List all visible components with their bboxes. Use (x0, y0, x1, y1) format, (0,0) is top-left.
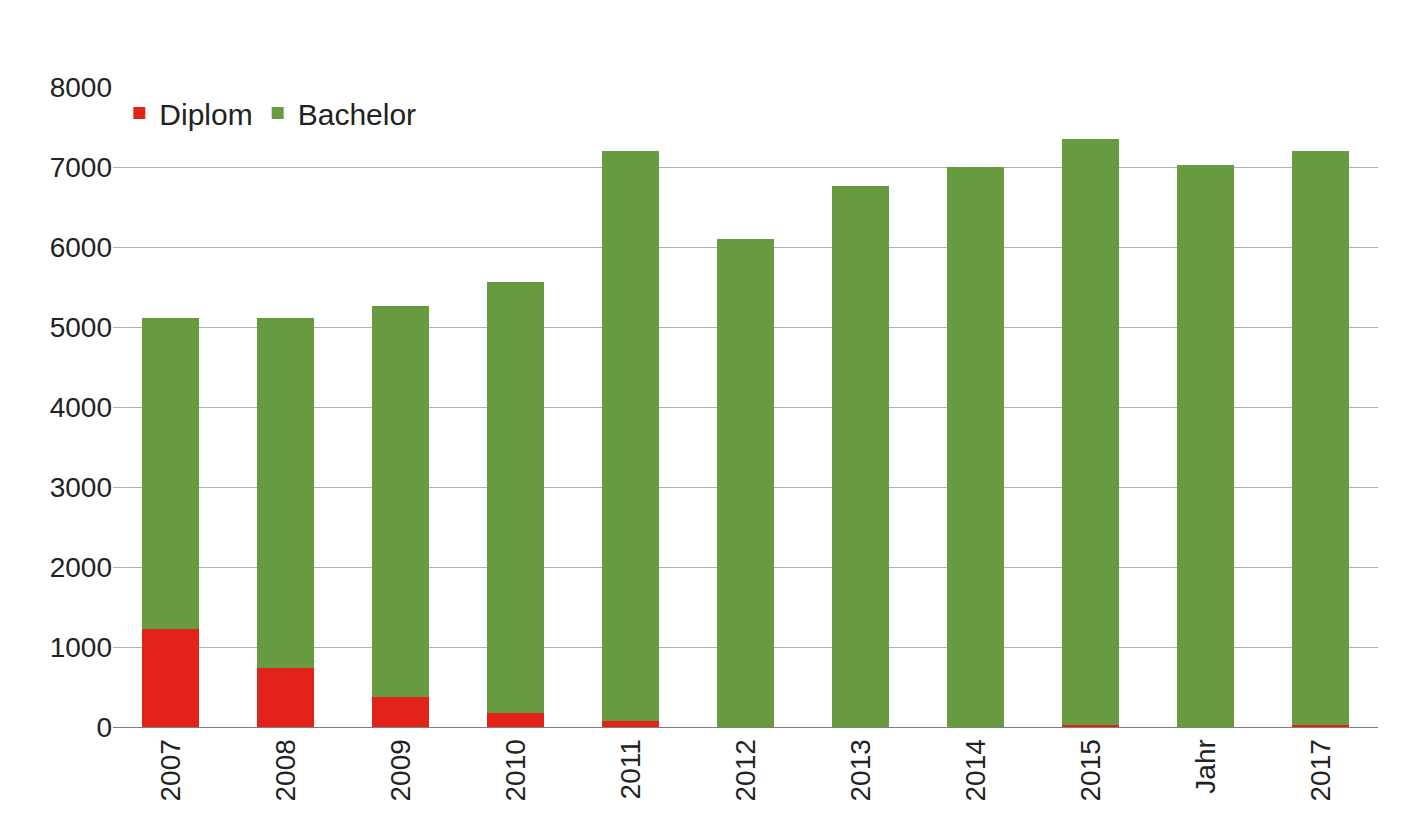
svg-text:2011: 2011 (615, 739, 646, 799)
svg-text:2014: 2014 (960, 739, 991, 801)
svg-text:2000: 2000 (50, 552, 112, 583)
svg-text:Bachelor: Bachelor (298, 98, 416, 131)
svg-text:2017: 2017 (1305, 739, 1336, 801)
svg-text:2009: 2009 (385, 739, 416, 801)
svg-text:3000: 3000 (50, 472, 112, 503)
svg-text:7000: 7000 (50, 152, 112, 183)
svg-text:8000: 8000 (50, 72, 112, 103)
svg-text:2012: 2012 (730, 739, 761, 801)
svg-text:2015: 2015 (1075, 739, 1106, 801)
svg-text:1000: 1000 (50, 632, 112, 663)
svg-text:4000: 4000 (50, 392, 112, 423)
svg-text:0: 0 (96, 712, 112, 743)
svg-text:2010: 2010 (500, 739, 531, 801)
svg-text:6000: 6000 (50, 232, 112, 263)
svg-text:5000: 5000 (50, 312, 112, 343)
svg-text:Jahr: Jahr (1190, 739, 1221, 793)
svg-text:2007: 2007 (155, 739, 186, 801)
svg-text:Diplom: Diplom (159, 98, 252, 131)
svg-text:2013: 2013 (845, 739, 876, 801)
svg-text:2008: 2008 (270, 739, 301, 801)
